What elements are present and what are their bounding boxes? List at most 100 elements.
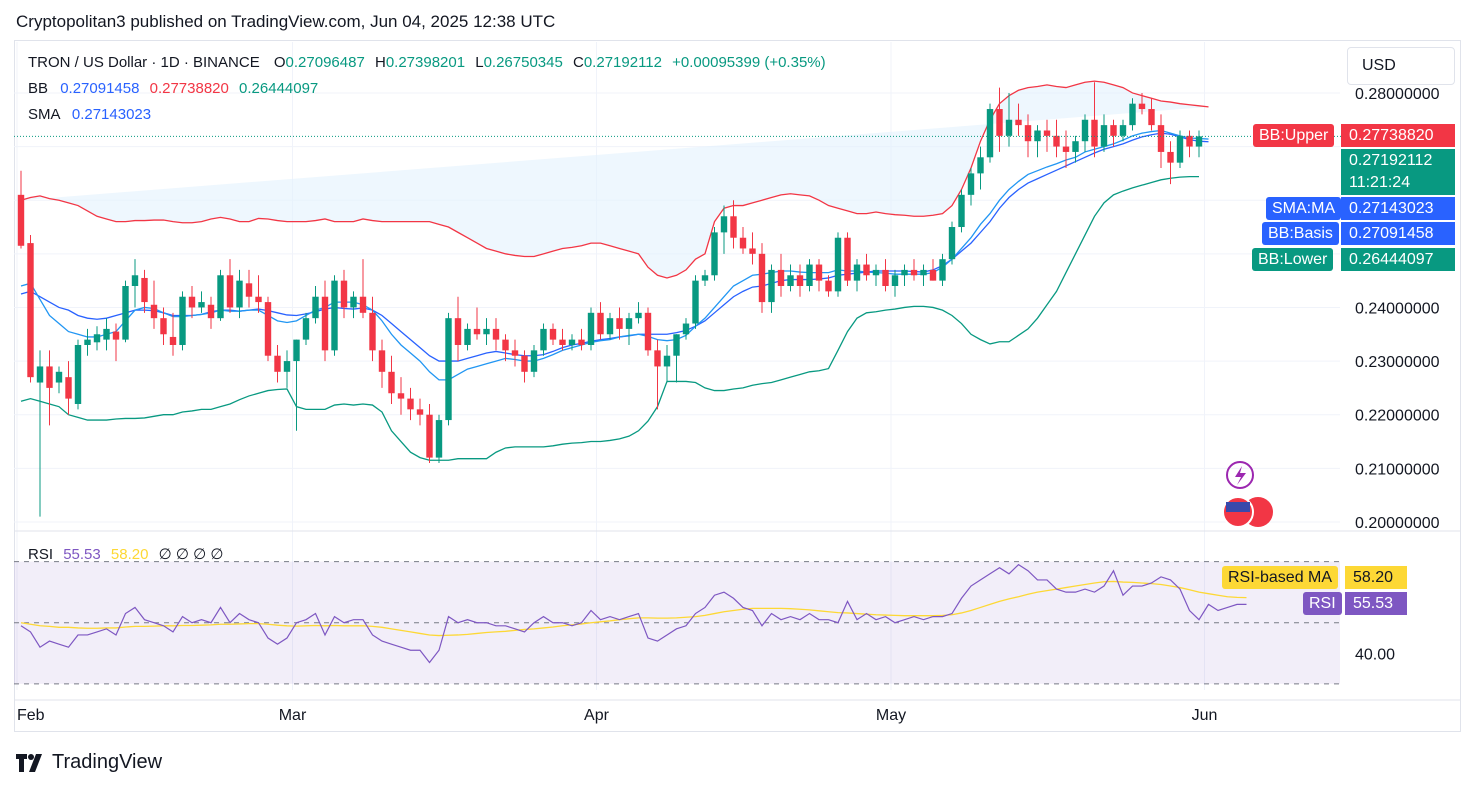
candle-body — [1081, 119, 1089, 142]
candle-body — [758, 253, 766, 303]
candle-body — [530, 350, 538, 372]
tradingview-logo[interactable]: TradingView — [16, 751, 162, 774]
candle-body — [578, 339, 585, 345]
currency-selector[interactable]: USD — [1347, 47, 1455, 85]
candle-body — [397, 393, 405, 399]
ohlc-legend: TRON / US Dollar · 1D · BINANCE O0.27096… — [28, 54, 826, 71]
candle-body — [625, 318, 633, 329]
bb-basis-value: 0.27091458 — [60, 80, 140, 97]
candle-body — [929, 269, 937, 281]
candle-body — [169, 336, 177, 345]
rsi-tag-value: 55.53 — [1345, 592, 1407, 615]
event-icons — [1222, 461, 1273, 528]
candle-body — [369, 312, 376, 351]
candle-body — [1129, 103, 1136, 126]
candle-body — [416, 409, 424, 415]
candle-body — [255, 296, 262, 303]
last-price-tag: 0.27192112 11:21:24 — [1341, 149, 1455, 195]
candle-body — [777, 269, 785, 286]
candle-body — [1043, 130, 1051, 136]
candle-body — [863, 264, 870, 276]
candle-body — [359, 296, 367, 313]
change-value: +0.00095399 (+0.35%) — [672, 54, 826, 71]
candle-body — [407, 398, 414, 410]
rsi-legend[interactable]: RSI 55.53 58.20 ∅ ∅ ∅ ∅ — [28, 545, 223, 563]
bb-lower-tag-label: BB:Lower — [1252, 248, 1334, 271]
candle-body — [93, 334, 101, 343]
candle-body — [749, 248, 756, 254]
candle-body — [188, 296, 196, 308]
bb-lower-tag-value: 0.26444097 — [1341, 248, 1455, 271]
time-tick-label: Jun — [1192, 707, 1218, 724]
sma-legend[interactable]: SMA 0.27143023 — [28, 106, 151, 123]
close-value: 0.27192112 — [583, 54, 662, 71]
candle-body — [654, 350, 661, 367]
candle-body — [150, 304, 158, 319]
candle-body — [1157, 125, 1165, 152]
symbol-title[interactable]: TRON / US Dollar · 1D · BINANCE — [28, 54, 260, 71]
bb-lower-line — [20, 175, 1199, 461]
candle-body — [701, 275, 709, 281]
candle-body — [711, 232, 718, 276]
candle-body — [673, 334, 680, 356]
candle-body — [1148, 109, 1155, 126]
candle-body — [825, 280, 832, 292]
candle-body — [739, 237, 747, 249]
bar-countdown: 11:21:24 — [1349, 174, 1411, 191]
candle-body — [977, 157, 984, 174]
high-label: H — [374, 54, 386, 71]
candle-body — [74, 344, 82, 404]
bollinger-band-fill — [21, 81, 1209, 278]
candle-body — [996, 109, 1003, 136]
candles — [14, 82, 1341, 517]
candle-body — [84, 339, 91, 345]
candle-body — [644, 312, 652, 351]
bb-basis-tag-label: BB:Basis — [1262, 222, 1339, 245]
rsi-pane — [14, 561, 1340, 685]
candle-body — [1091, 119, 1098, 147]
candle-body — [1024, 125, 1032, 142]
open-value: 0.27096487 — [285, 54, 365, 71]
candle-body — [806, 264, 813, 286]
candle-body — [511, 350, 519, 356]
price-tick-label: 0.28000000 — [1355, 86, 1440, 103]
flag-canton — [1226, 502, 1250, 512]
rsi-line — [20, 563, 1247, 664]
sma-tag-label: SMA:MA — [1266, 197, 1342, 220]
candle-body — [663, 355, 671, 367]
low-value: 0.26750345 — [483, 54, 563, 71]
candle-body — [464, 328, 471, 345]
candle-body — [378, 350, 386, 372]
low-label: L — [475, 54, 484, 71]
candle-body — [226, 275, 234, 308]
bb-label: BB — [28, 80, 49, 97]
candle-body — [521, 355, 528, 372]
bb-lower-value: 0.26444097 — [239, 80, 319, 97]
candle-body — [283, 361, 291, 372]
rsi-na-values: ∅ ∅ ∅ ∅ — [158, 546, 224, 563]
candle-body — [882, 269, 889, 286]
candle-body — [55, 371, 63, 383]
candle-body — [483, 328, 490, 335]
candle-body — [692, 280, 699, 324]
candle-body — [264, 302, 272, 356]
candle-body — [350, 296, 357, 308]
axes: 0.28000000 0.24000000 0.23000000 0.22000000… — [17, 86, 1440, 724]
last-price-value: 0.27192112 — [1349, 152, 1433, 169]
candle-body — [559, 339, 566, 345]
candle-body — [331, 280, 338, 351]
bb-basis-tag-value: 0.27091458 — [1341, 222, 1455, 245]
candle-body — [207, 304, 215, 319]
candle-body — [1005, 119, 1013, 136]
candle-body — [549, 328, 557, 340]
tradingview-logo-icon — [16, 753, 42, 772]
candle-body — [597, 312, 604, 335]
candle-body — [948, 227, 956, 260]
bb-legend[interactable]: BB 0.27091458 0.27738820 0.26444097 — [28, 80, 318, 97]
brand-name: TradingView — [52, 751, 163, 773]
candle-body — [910, 269, 918, 276]
candle-body — [274, 355, 281, 372]
bb-upper-tag-label: BB:Upper — [1253, 124, 1335, 147]
rsi-label: RSI — [28, 546, 54, 563]
